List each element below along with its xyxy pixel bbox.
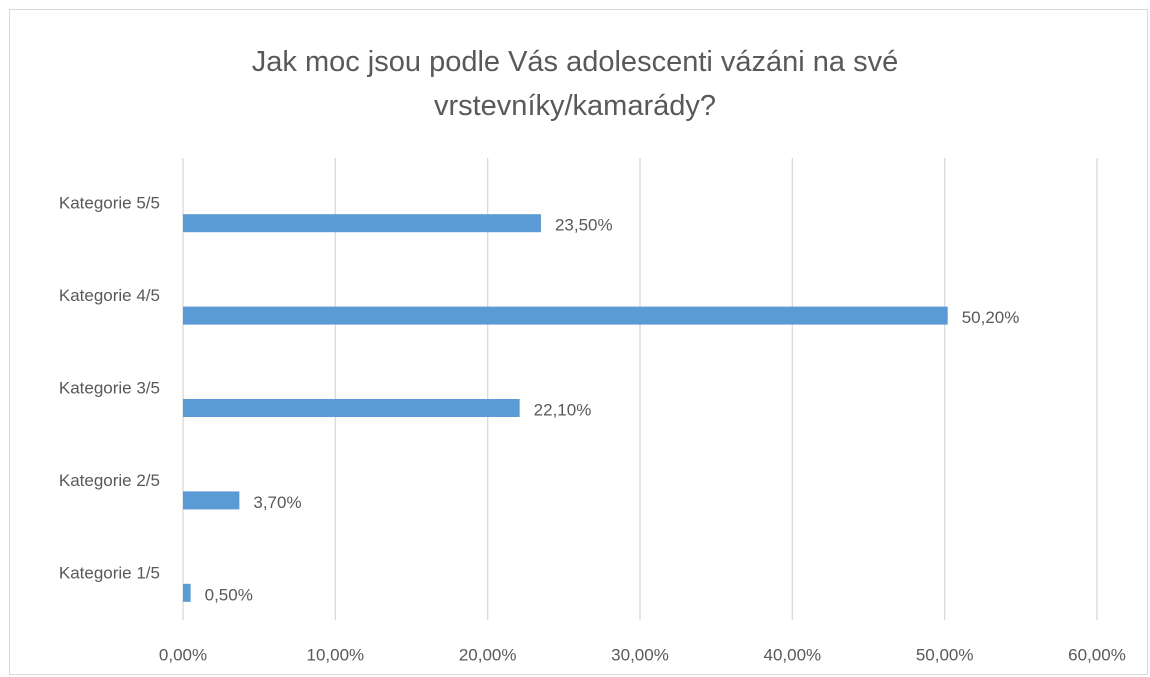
x-tick-label: 30,00% xyxy=(611,645,669,664)
chart-title: Jak moc jsou podle Vás adolescenti vázán… xyxy=(251,46,899,122)
x-tick-label: 20,00% xyxy=(459,645,517,664)
value-label: 0,50% xyxy=(205,585,253,604)
value-label: 23,50% xyxy=(555,216,613,235)
x-tick-label: 40,00% xyxy=(763,645,821,664)
value-label: 50,20% xyxy=(962,308,1020,327)
bar xyxy=(183,399,520,417)
chart-frame xyxy=(9,9,1148,675)
value-label: 3,70% xyxy=(253,493,301,512)
bar xyxy=(183,491,240,510)
x-tick-label: 10,00% xyxy=(306,645,364,664)
x-tick-label: 50,00% xyxy=(916,645,974,664)
value-label: 22,10% xyxy=(534,400,592,419)
y-tick-label: Kategorie 5/5 xyxy=(59,194,160,213)
bar xyxy=(183,306,948,325)
y-tick-label: Kategorie 4/5 xyxy=(59,286,160,305)
x-tick-label: 0,00% xyxy=(159,645,207,664)
y-tick-label: Kategorie 1/5 xyxy=(59,563,160,582)
bar xyxy=(183,583,191,602)
y-tick-label: Kategorie 2/5 xyxy=(59,471,160,490)
bar xyxy=(183,214,541,233)
x-tick-label: 60,00% xyxy=(1068,645,1126,664)
y-tick-label: Kategorie 3/5 xyxy=(59,378,160,397)
